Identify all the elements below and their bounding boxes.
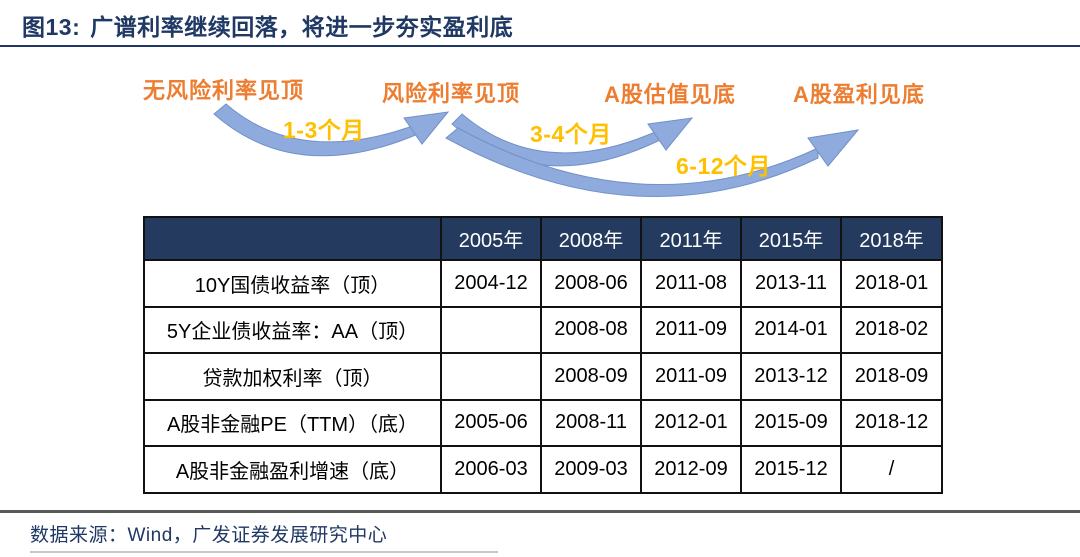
stage-ashare-earnings-bottom: A股盈利见底 (793, 82, 925, 107)
cell-value: 2018-01 (840, 259, 943, 308)
cell-value: / (840, 445, 943, 494)
cell-value: 2011-09 (640, 305, 742, 354)
header-cell-empty (143, 216, 442, 261)
row-label-weighted-loan-rate: 贷款加权利率（顶） (143, 352, 442, 401)
cell-value: 2009-03 (540, 445, 642, 494)
cell-value: 2004-12 (440, 259, 542, 308)
curved-arrow-1-head (403, 111, 450, 145)
header-cell-2005: 2005年 (440, 216, 542, 261)
cell-value: 2008-11 (540, 398, 642, 447)
data-source-text: 数据来源：Wind，广发证券发展研究中心 (30, 525, 388, 546)
cell-value: 2011-08 (640, 259, 742, 308)
table-row: 贷款加权利率（顶） 2008-09 2011-09 2013-12 2018-0… (143, 352, 943, 401)
table-header-row: 2005年 2008年 2011年 2015年 2018年 (143, 216, 943, 261)
row-label-ashare-nonfin-profit-growth: A股非金融盈利增速（底） (143, 445, 442, 494)
cell-value (440, 352, 542, 401)
figure-title-text: 广谱利率继续回落，将进一步夯实盈利底 (90, 14, 514, 40)
flow-arrows-graphic (213, 103, 860, 197)
figure-number-label: 图13: (22, 14, 81, 40)
stage-riskfree-rate-peak: 无风险利率见顶 (143, 78, 305, 103)
curved-arrow-3-head (807, 129, 860, 167)
cell-value: 2011-09 (640, 352, 742, 401)
cell-value: 2018-12 (840, 398, 943, 447)
header-cell-2015: 2015年 (740, 216, 842, 261)
cell-value: 2018-09 (840, 352, 943, 401)
table-row: 5Y企业债收益率：AA（顶） 2008-08 2011-09 2014-01 2… (143, 305, 943, 354)
figure-title: 图13: 广谱利率继续回落，将进一步夯实盈利底 (22, 8, 513, 42)
rate-flow-diagram: 无风险利率见顶 风险利率见顶 A股估值见底 A股盈利见底 1-3个月 3-4个月… (0, 60, 1080, 220)
table-row: A股非金融盈利增速（底） 2006-03 2009-03 2012-09 201… (143, 445, 943, 494)
curved-arrow-3-body (445, 127, 819, 197)
footer-faint-underline (30, 551, 498, 553)
cell-value: 2013-12 (740, 352, 842, 401)
row-label-5y-corp-bond-yield: 5Y企业债收益率：AA（顶） (143, 305, 442, 354)
stage-risk-rate-peak: 风险利率见顶 (382, 81, 521, 106)
curved-arrow-2-head (647, 117, 694, 151)
cell-value: 2008-06 (540, 259, 642, 308)
cell-value: 2015-09 (740, 398, 842, 447)
header-cell-2008: 2008年 (540, 216, 642, 261)
cell-value: 2013-11 (740, 259, 842, 308)
cell-value: 2018-02 (840, 305, 943, 354)
rate-cycle-table: 2005年 2008年 2011年 2015年 2018年 10Y国债收益率（顶… (143, 216, 943, 494)
footer-divider-line (0, 510, 1080, 513)
cell-value: 2008-09 (540, 352, 642, 401)
row-label-ashare-nonfin-pe: A股非金融PE（TTM）（底） (143, 398, 442, 447)
cell-value: 2005-06 (440, 398, 542, 447)
table-row: A股非金融PE（TTM）（底） 2005-06 2008-11 2012-01 … (143, 398, 943, 447)
cell-value: 2012-09 (640, 445, 742, 494)
duration-label-3-4-months: 3-4个月 (530, 121, 612, 147)
cell-value (440, 305, 542, 354)
header-cell-2018: 2018年 (840, 216, 943, 261)
table-row: 10Y国债收益率（顶） 2004-12 2008-06 2011-08 2013… (143, 259, 943, 308)
cell-value: 2014-01 (740, 305, 842, 354)
cell-value: 2006-03 (440, 445, 542, 494)
header-cell-2011: 2011年 (640, 216, 742, 261)
duration-label-6-12-months: 6-12个月 (676, 153, 772, 179)
stage-ashare-valuation-bottom: A股估值见底 (604, 82, 736, 107)
duration-label-1-3-months: 1-3个月 (283, 117, 365, 143)
cell-value: 2008-08 (540, 305, 642, 354)
cell-value: 2015-12 (740, 445, 842, 494)
row-label-10y-treasury-yield: 10Y国债收益率（顶） (143, 259, 442, 308)
cell-value: 2012-01 (640, 398, 742, 447)
title-divider-line (0, 45, 1080, 47)
